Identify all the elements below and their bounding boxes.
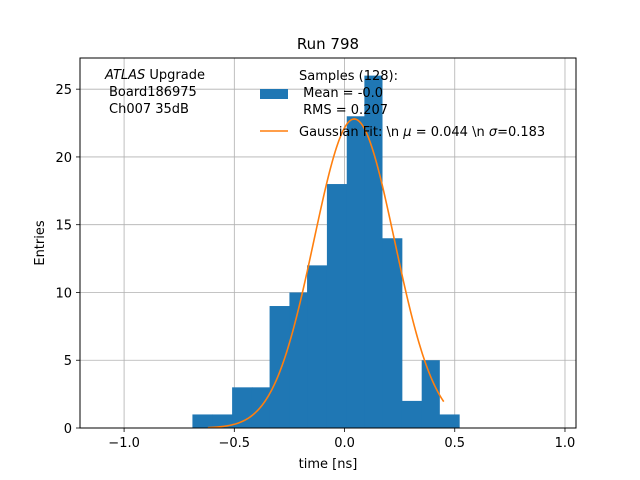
legend-fit-mid: = 0.044 \n xyxy=(412,125,489,140)
histogram-bar-7 xyxy=(326,184,348,428)
x-tick-label-4: 1.0 xyxy=(555,436,576,451)
y-tick-label-4: 20 xyxy=(55,151,72,166)
x-tick-label-2: 0.0 xyxy=(334,436,355,451)
legend-rms-label: RMS = 0.207 xyxy=(299,103,388,118)
y-tick-label-5: 25 xyxy=(55,83,72,98)
upgrade-label: Upgrade xyxy=(145,68,205,83)
y-tick-label-0: 0 xyxy=(64,422,72,437)
atlas-label: ATLAS xyxy=(104,68,145,83)
x-axis-label: time [ns] xyxy=(299,457,358,472)
annotation-channel: Ch007 35dB xyxy=(109,102,189,117)
histogram-bar-4 xyxy=(269,306,290,428)
legend-fit-suffix: =0.183 xyxy=(497,125,545,140)
axes-frame xyxy=(79,57,577,429)
annotation-board: Board186975 xyxy=(109,85,197,100)
legend-fit-prefix: Gaussian Fit: \n xyxy=(299,125,403,140)
y-tick-label-3: 15 xyxy=(55,219,72,234)
x-tick-label-1: −0.5 xyxy=(219,436,251,451)
histogram-bar-9 xyxy=(364,75,383,428)
histogram-bars xyxy=(192,75,460,429)
chart-title: Run 798 xyxy=(297,35,359,53)
legend-fit-sigma: σ xyxy=(489,125,498,140)
histogram-bar-11 xyxy=(401,400,423,428)
legend-fit-label: Gaussian Fit: \n μ = 0.044 \n σ=0.183 xyxy=(299,125,545,140)
histogram-bar-10 xyxy=(382,238,403,428)
histogram-bar-12 xyxy=(421,360,440,428)
histogram-bar-6 xyxy=(307,265,328,428)
y-axis-ticks: 0 5 10 15 20 25 xyxy=(55,83,80,437)
histogram-bar-13 xyxy=(439,414,460,428)
y-axis-label: Entries xyxy=(33,220,48,266)
histogram-bar-1 xyxy=(212,414,233,428)
legend-histogram-swatch xyxy=(260,89,288,99)
legend: Samples (128): Mean = -0.0 RMS = 0.207 G… xyxy=(260,69,545,140)
histogram-bar-5 xyxy=(289,292,308,428)
y-tick-label-1: 5 xyxy=(64,354,72,369)
atlas-annotation: ATLAS Upgrade Board186975 Ch007 35dB xyxy=(104,68,205,117)
y-tick-label-2: 10 xyxy=(55,286,72,301)
legend-fit-mu: μ xyxy=(402,125,411,140)
x-tick-label-0: −1.0 xyxy=(108,436,140,451)
histogram-bar-0 xyxy=(192,414,213,428)
gaussian-fit-line xyxy=(207,118,445,429)
annotation-line-1: ATLAS Upgrade xyxy=(104,68,205,83)
x-tick-label-3: 0.5 xyxy=(444,436,465,451)
x-axis-ticks: −1.0 −0.5 0.0 0.5 1.0 xyxy=(108,428,575,451)
legend-mean-label: Mean = -0.0 xyxy=(299,86,383,101)
histogram-bar-8 xyxy=(346,116,365,429)
legend-samples-label: Samples (128): xyxy=(299,69,398,84)
